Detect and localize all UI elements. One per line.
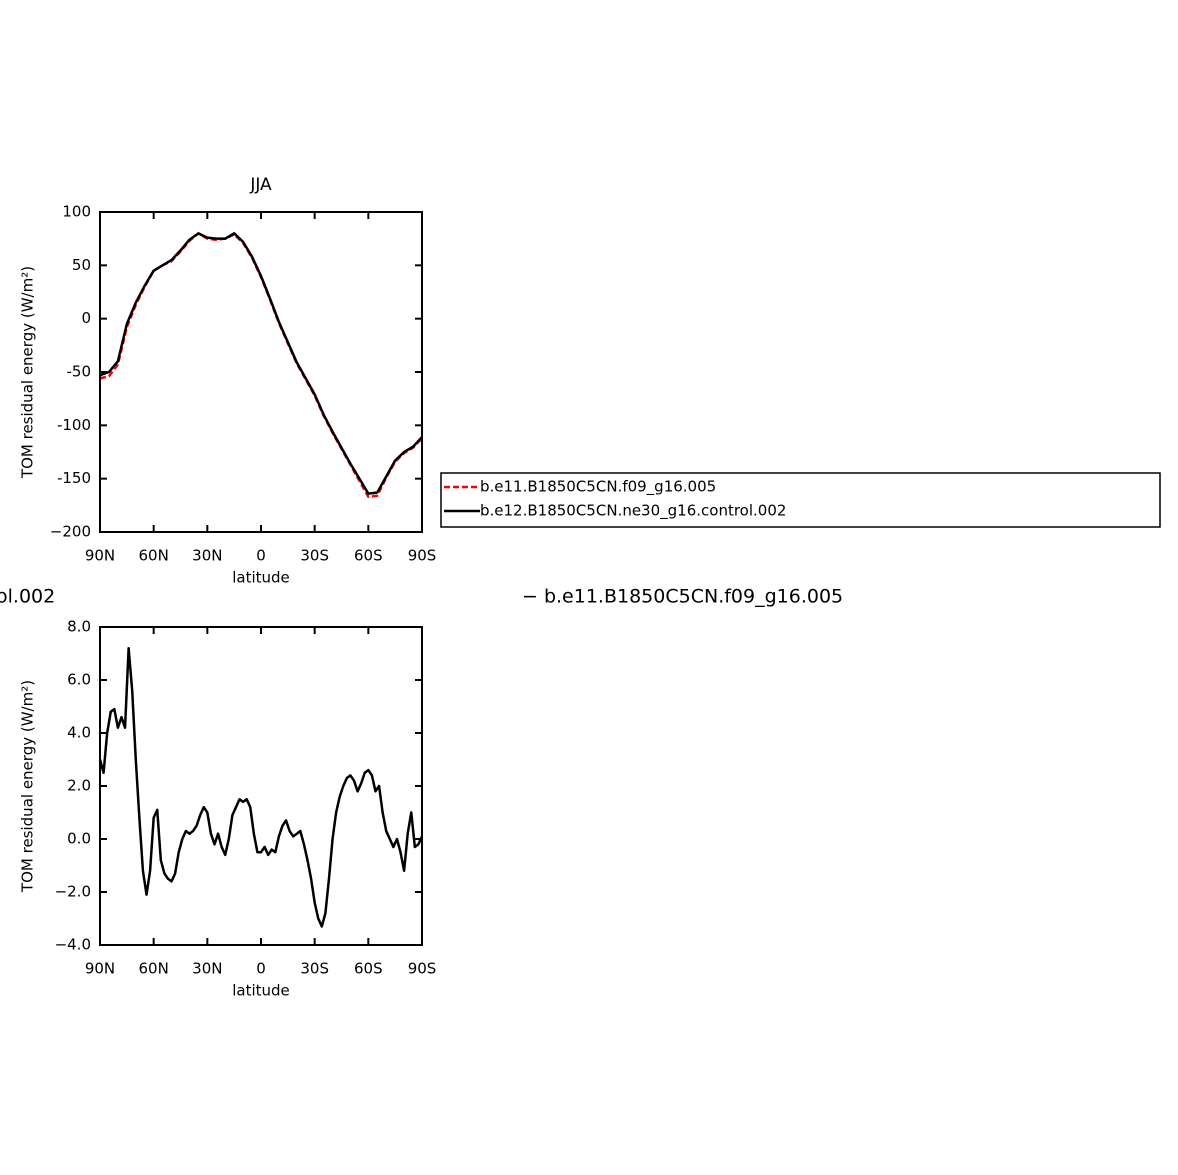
data-line — [98, 646, 424, 928]
y-tick-label: 0.0 — [67, 830, 91, 848]
x-tick-label: 90N — [85, 960, 115, 978]
x-tick-label: 60S — [354, 960, 383, 978]
x-tick-label: 60N — [139, 547, 169, 565]
x-tick-label: 90S — [408, 960, 437, 978]
data-line — [99, 232, 423, 495]
x-tick-label: 60S — [354, 547, 383, 565]
chart-title: JJA — [249, 175, 272, 195]
y-tick-label: −200 — [50, 523, 91, 541]
y-tick-label: -50 — [67, 363, 92, 381]
x-tick-label: 0 — [256, 960, 266, 978]
chart-title: − b.e11.B1850C5CN.f09_g16.005 — [522, 586, 843, 608]
x-axis-label: latitude — [232, 569, 290, 587]
x-tick-label: 30N — [192, 547, 222, 565]
legend-label: b.e11.B1850C5CN.f09_g16.005 — [480, 478, 716, 497]
legend-box — [440, 472, 1161, 528]
data-line — [99, 232, 423, 499]
y-tick-label: 0 — [81, 309, 91, 327]
y-tick-label: 50 — [72, 256, 91, 274]
x-tick-label: 30N — [192, 960, 222, 978]
x-tick-label: 30S — [300, 960, 329, 978]
plot-frame — [99, 211, 423, 533]
y-tick-label: −2.0 — [55, 883, 91, 901]
x-tick-label: 60N — [139, 960, 169, 978]
y-tick-label: −4.0 — [55, 936, 91, 954]
x-axis-label: latitude — [232, 982, 290, 1000]
y-tick-label: -100 — [57, 416, 91, 434]
y-tick-label: 100 — [62, 203, 91, 221]
y-axis-label: TOM residual energy (W/m²) — [19, 680, 37, 893]
y-tick-label: 6.0 — [67, 671, 91, 689]
y-tick-label: -150 — [57, 469, 91, 487]
y-tick-label: 2.0 — [67, 777, 91, 795]
y-tick-label: 4.0 — [67, 724, 91, 742]
x-tick-label: 90S — [408, 547, 437, 565]
x-tick-label: 0 — [256, 547, 266, 565]
x-tick-label: 30S — [300, 547, 329, 565]
y-tick-label: 8.0 — [67, 618, 91, 636]
x-tick-label: 90N — [85, 547, 115, 565]
chart-title: ol.002 — [0, 586, 55, 608]
y-axis-label: TOM residual energy (W/m²) — [19, 266, 37, 479]
legend-label: b.e12.B1850C5CN.ne30_g16.control.002 — [480, 502, 786, 521]
